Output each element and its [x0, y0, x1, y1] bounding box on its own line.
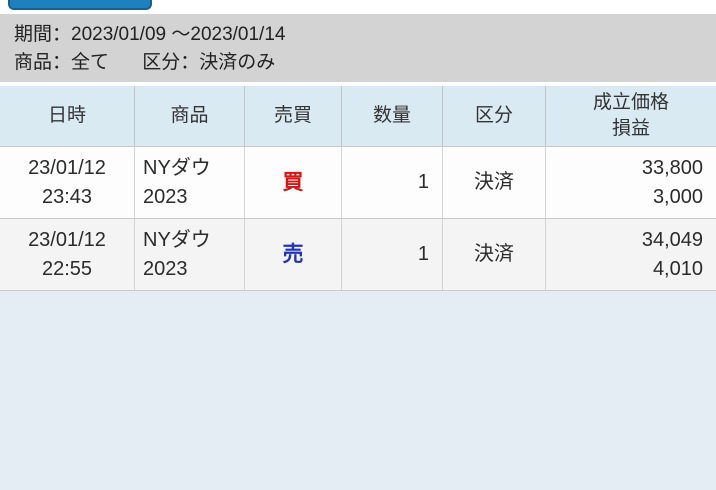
quantity-value: 1 — [417, 243, 429, 265]
product-name-line1: NYダウ — [143, 156, 211, 179]
side-sell-label: 売 — [282, 243, 304, 266]
header-price-line1: 成立価格 — [592, 92, 669, 113]
cell-datetime: 23/01/12 23:43 — [0, 147, 135, 218]
product-name-line2: 2023 — [143, 257, 188, 280]
side-buy-label: 買 — [282, 171, 304, 194]
table-row: 23/01/12 23:43 NYダウ 2023 買 1 決済 33,800 3… — [0, 147, 716, 219]
table-row: 23/01/12 22:55 NYダウ 2023 売 1 決済 34,049 4… — [0, 219, 716, 291]
background-area — [0, 291, 716, 490]
cell-price-profit: 34,049 4,010 — [546, 219, 716, 290]
category-filter-text: 区分：決済のみ — [142, 52, 276, 73]
product-filter-text: 商品：全て — [14, 52, 110, 73]
period-text: 期間：2023/01/09 ～2023/01/14 — [14, 24, 286, 45]
cell-product: NYダウ 2023 — [135, 147, 245, 218]
history-table: 日時 商品 売買 数量 区分 成立価格 損益 23/01/12 23:43 NY… — [0, 86, 716, 291]
execution-price: 34,049 — [641, 228, 703, 251]
cell-price-profit: 33,800 3,000 — [546, 147, 716, 218]
header-quantity: 数量 — [342, 86, 443, 146]
cell-datetime: 23/01/12 22:55 — [0, 219, 135, 290]
filter-summary-bar: 期間：2023/01/09 ～2023/01/14 商品：全て 区分：決済のみ — [0, 14, 716, 82]
category-value: 決済 — [474, 243, 514, 265]
cell-quantity: 1 — [342, 147, 443, 218]
header-product: 商品 — [135, 86, 245, 146]
table-header-row: 日時 商品 売買 数量 区分 成立価格 損益 — [0, 86, 716, 147]
header-price-profit: 成立価格 損益 — [546, 86, 716, 146]
category-value: 決済 — [474, 171, 514, 193]
header-side: 売買 — [245, 86, 342, 146]
filter-line: 商品：全て 区分：決済のみ — [14, 49, 716, 77]
trade-time: 23:43 — [41, 185, 93, 208]
trade-time: 22:55 — [41, 257, 93, 280]
profit-loss: 3,000 — [652, 185, 703, 208]
header-category: 区分 — [443, 86, 546, 146]
cell-product: NYダウ 2023 — [135, 219, 245, 290]
product-name-line2: 2023 — [143, 185, 188, 208]
quantity-value: 1 — [417, 171, 429, 193]
cell-side: 売 — [245, 219, 342, 290]
cell-category: 決済 — [443, 147, 546, 218]
header-datetime: 日時 — [0, 86, 135, 146]
execution-price: 33,800 — [641, 156, 703, 179]
trade-date: 23/01/12 — [28, 156, 106, 179]
cell-quantity: 1 — [342, 219, 443, 290]
product-name-line1: NYダウ — [143, 228, 211, 251]
trade-date: 23/01/12 — [28, 228, 106, 251]
top-partial-button[interactable] — [8, 0, 152, 10]
header-price-line2: 損益 — [611, 118, 650, 139]
cell-category: 決済 — [443, 219, 546, 290]
profit-loss: 4,010 — [652, 257, 703, 280]
cell-side: 買 — [245, 147, 342, 218]
